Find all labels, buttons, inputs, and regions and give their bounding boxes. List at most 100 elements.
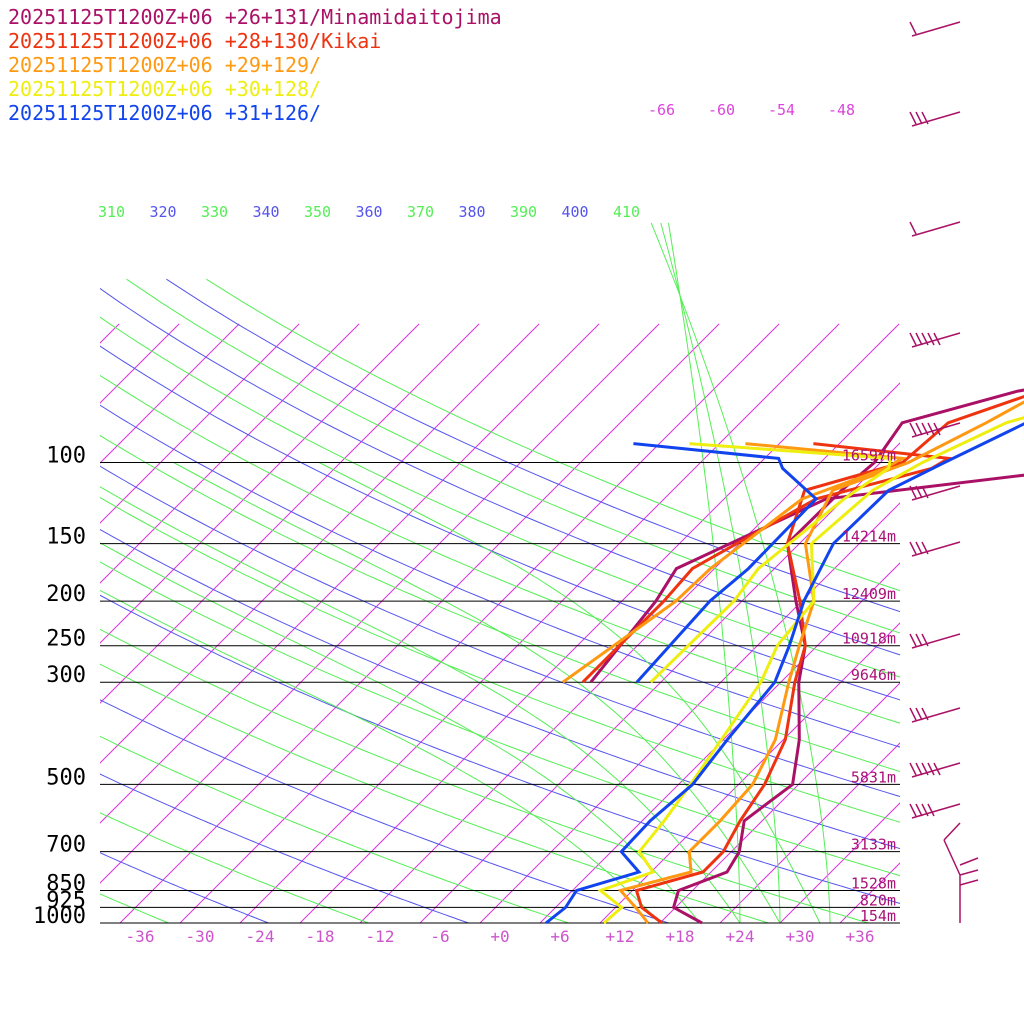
- isotherm-line: [100, 323, 420, 644]
- x-tick-label: +12: [606, 927, 635, 946]
- dry-adiabat: [100, 812, 370, 923]
- dry-adiabat: [100, 345, 900, 701]
- x-tick-label: +18: [666, 927, 695, 946]
- barb-flag: [909, 762, 917, 776]
- barb-flag: [915, 332, 923, 346]
- wind-barb: [909, 762, 961, 778]
- isotherm-line: [659, 682, 900, 923]
- dry-adiabat: [100, 465, 900, 798]
- legend: 20251125T1200Z+06 +26+131/Minamidaitojim…: [8, 5, 502, 125]
- series-temperature-line: [617, 400, 1024, 924]
- height-label: 1528m: [851, 874, 896, 892]
- wind-barb: [909, 803, 961, 819]
- barb-flag: [915, 422, 923, 436]
- barb-flag: [921, 332, 929, 346]
- theta-label: 370: [407, 203, 434, 221]
- series-temperature-line: [597, 416, 1024, 925]
- isotherm-line: [419, 442, 900, 923]
- x-tick-label: -18: [306, 927, 335, 946]
- x-tick-label: +36: [846, 927, 875, 946]
- height-label: 154m: [860, 907, 896, 925]
- isotherm-line: [119, 323, 720, 923]
- pressure-tick-label: 850: [46, 871, 86, 896]
- height-label: 12409m: [842, 585, 896, 603]
- barb-flag: [927, 332, 935, 346]
- pressure-tick-label: 150: [46, 525, 86, 550]
- barb-staff: [911, 332, 961, 348]
- wind-barb: [909, 111, 961, 127]
- x-tick-label: -24: [246, 927, 275, 946]
- series-dewpoint-line: [649, 442, 893, 684]
- moist-adiabat: [650, 222, 831, 923]
- barb-flag: [921, 707, 929, 721]
- barb-staff: [911, 485, 961, 501]
- wind-barb: [909, 221, 961, 237]
- barb-flag: [909, 332, 917, 346]
- theta-label: 320: [150, 203, 177, 221]
- dry-adiabat: [100, 852, 270, 923]
- barb-flag: [921, 111, 929, 125]
- isotherm-line: [359, 382, 900, 923]
- dry-adiabat: [166, 278, 900, 613]
- isotherm-line: [100, 323, 600, 824]
- barb-staff: [911, 21, 961, 37]
- barb-flag: [915, 111, 923, 125]
- height-label: 9646m: [851, 666, 896, 684]
- barb-flag: [909, 221, 917, 235]
- upper-temp-label: -66: [648, 101, 675, 119]
- barb-staff: [911, 633, 961, 649]
- height-label: 10918m: [842, 630, 896, 648]
- pressure-tick-label: 925: [46, 888, 86, 913]
- series-dewpoint-line: [561, 442, 908, 684]
- barb-flag: [909, 707, 917, 721]
- barb-flag: [909, 111, 917, 125]
- barb-flag: [927, 422, 935, 436]
- isotherm-line: [100, 323, 360, 584]
- barb-flag: [909, 541, 917, 555]
- barb-flag: [933, 762, 941, 776]
- barb-staff: [911, 221, 961, 237]
- barb-flag: [927, 803, 935, 817]
- height-label: 3133m: [851, 836, 896, 854]
- wind-barb: [909, 707, 961, 723]
- barb-staff: [911, 111, 961, 127]
- series-dewpoint-line: [633, 442, 819, 684]
- dry-adiabat: [100, 773, 471, 923]
- dry-adiabat: [100, 374, 900, 724]
- barb-flag: [909, 803, 917, 817]
- legend-entry: 20251125T1200Z+06 +26+131/Minamidaitojim…: [8, 5, 502, 29]
- pressure-tick-label: 700: [46, 833, 86, 858]
- isotherm-line: [100, 323, 540, 764]
- isotherm-line: [299, 323, 900, 923]
- dry-adiabat: [126, 278, 900, 634]
- barb-flag: [915, 762, 923, 776]
- wind-barb: [909, 21, 961, 37]
- theta-label: 390: [510, 203, 537, 221]
- x-tick-label: +6: [550, 927, 569, 946]
- barb-flag: [915, 541, 923, 555]
- x-tick-label: -6: [430, 927, 449, 946]
- wind-barb: [909, 541, 961, 557]
- barb-flag: [915, 633, 923, 647]
- dry-adiabat: [100, 528, 900, 850]
- dry-adiabat: [100, 287, 900, 656]
- barb-staff: [911, 803, 961, 819]
- series-temperature-line: [671, 388, 1024, 925]
- legend-entry: 20251125T1200Z+06 +29+129/: [8, 53, 321, 77]
- pressure-tick-label: 250: [46, 627, 86, 652]
- dry-adiabat: [100, 628, 871, 923]
- dry-adiabat: [100, 434, 900, 773]
- barb-flag: [921, 762, 929, 776]
- height-label: 14214m: [842, 528, 896, 546]
- dry-adiabat: [100, 663, 771, 923]
- height-label: 820m: [860, 891, 896, 909]
- barb-flag: [921, 803, 929, 817]
- x-tick-label: -36: [126, 927, 155, 946]
- theta-label: 350: [304, 203, 331, 221]
- theta-label: 400: [562, 203, 589, 221]
- wind-barbs: [909, 21, 979, 923]
- barb-staff: [943, 822, 979, 923]
- barb-flag: [909, 633, 917, 647]
- dry-adiabat: [100, 699, 671, 923]
